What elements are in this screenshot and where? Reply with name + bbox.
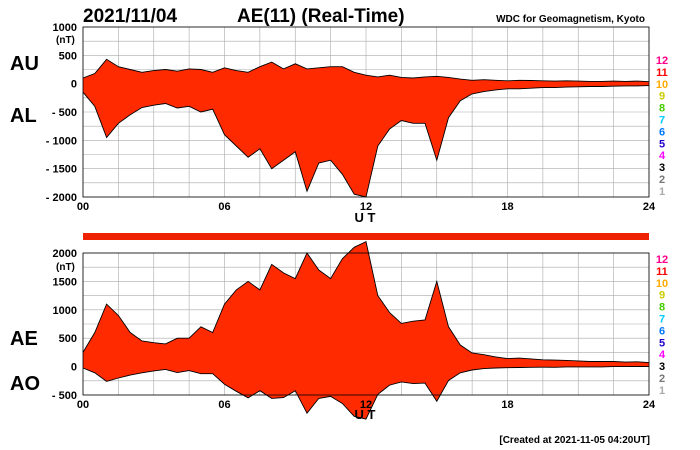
au-al-area [82, 58, 650, 198]
x-tick-label: 00 [77, 399, 89, 411]
ae-label: AE [10, 328, 38, 350]
legend-level-3: 3 [659, 361, 665, 373]
au-label: AU [10, 53, 39, 75]
legend-level-3: 3 [659, 162, 665, 174]
legend-level-12: 12 [656, 55, 668, 67]
x-tick-label: 18 [501, 399, 513, 411]
x-tick-label: 00 [77, 201, 89, 213]
data-coverage-bar [83, 233, 649, 240]
area-fill [83, 59, 649, 197]
series-line-ao [82, 366, 650, 420]
legend-level-2: 2 [659, 174, 665, 186]
series-line-ae [82, 240, 650, 364]
legend-level-10: 10 [656, 79, 668, 91]
y-tick-label: 500 [59, 333, 77, 345]
y-tick-label: - 500 [52, 390, 77, 402]
y-tick-label: 1500 [53, 276, 77, 288]
created-timestamp: [Created at 2021-11-05 04:20UT] [499, 435, 650, 446]
al-label: AL [10, 105, 37, 127]
y-tick-label: - 1500 [46, 164, 77, 176]
au-al-frame [82, 26, 650, 198]
y-tick-label: 0 [71, 79, 77, 91]
ao-label: AO [10, 373, 40, 395]
y-tick-label: 1000 [53, 22, 77, 34]
y-tick-label: - 500 [52, 107, 77, 119]
y-tick-label: - 1000 [46, 135, 77, 147]
ae-ao-frame [82, 252, 650, 396]
legend-level-12: 12 [656, 254, 668, 266]
x-tick-label: 24 [643, 201, 656, 213]
legend-level-2: 2 [659, 373, 665, 385]
x-tick-label: 12 [360, 201, 372, 213]
legend-level-9: 9 [659, 290, 665, 302]
legend-level-7: 7 [659, 115, 665, 127]
plot-title: AE(11) (Real-Time) [237, 6, 405, 27]
legend-level-8: 8 [659, 103, 665, 115]
y-tick-label: 500 [59, 50, 77, 62]
legend-level-10: 10 [656, 278, 668, 290]
x-tick-label: 24 [643, 399, 656, 411]
ae-ao-area [82, 240, 650, 420]
x-tick-label: 18 [501, 201, 513, 213]
legend-level-1: 1 [659, 186, 665, 198]
plot-date: 2021/11/04 [83, 6, 177, 27]
legend-level-7: 7 [659, 314, 665, 326]
y-tick-label: 1000 [53, 305, 77, 317]
legend-level-9: 9 [659, 91, 665, 103]
legend-level-5: 5 [659, 138, 665, 150]
legend-level-4: 4 [659, 349, 666, 361]
area-fill [83, 241, 649, 420]
x-tick-label: 12 [360, 399, 372, 411]
x-tick-label: 06 [218, 399, 230, 411]
ae-ao-xlabel: U T [355, 407, 376, 422]
legend-level-11: 11 [656, 67, 668, 79]
data-source: WDC for Geomagnetism, Kyoto [496, 14, 645, 25]
legend-level-5: 5 [659, 337, 665, 349]
legend-level-6: 6 [659, 325, 665, 337]
legend-level-11: 11 [656, 266, 668, 278]
legend-level-8: 8 [659, 302, 665, 314]
y-tick-label: 0 [71, 362, 77, 374]
ae-ao-unit: (nT) [56, 262, 75, 273]
y-tick-label: - 2000 [46, 192, 77, 204]
au-al-unit: (nT) [56, 35, 75, 46]
y-tick-label: 2000 [53, 248, 77, 260]
legend-level-6: 6 [659, 126, 665, 138]
coverage-bar-fill [83, 233, 649, 240]
x-tick-label: 06 [218, 201, 230, 213]
legend-level-4: 4 [659, 150, 666, 162]
au-al-xlabel: U T [355, 210, 376, 225]
legend-level-1: 1 [659, 385, 665, 397]
series-line-au [82, 58, 650, 83]
